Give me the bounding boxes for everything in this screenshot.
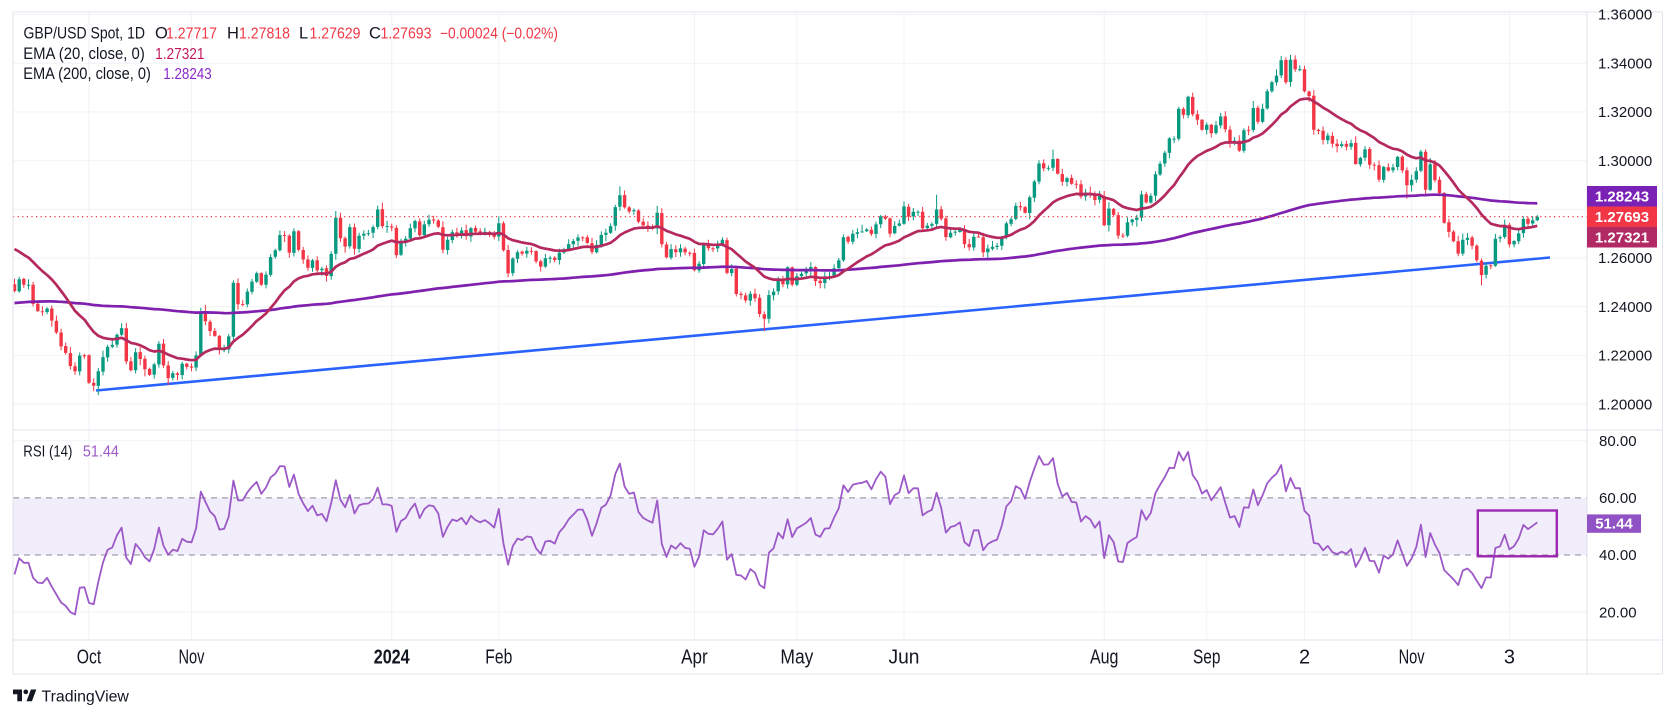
svg-text:1.24000: 1.24000 [1598,299,1652,316]
svg-text:Apr: Apr [681,647,708,669]
svg-text:1.27717: 1.27717 [166,26,217,43]
svg-text:1.27321: 1.27321 [1595,229,1649,246]
svg-text:1.26000: 1.26000 [1598,250,1652,267]
svg-text:C: C [369,25,381,43]
svg-text:GBP/USD Spot, 1D: GBP/USD Spot, 1D [24,25,146,43]
svg-text:Nov: Nov [1399,647,1425,669]
svg-text:1.30000: 1.30000 [1598,153,1652,170]
svg-text:H: H [227,25,239,43]
svg-text:1.27693: 1.27693 [381,26,432,43]
svg-text:2024: 2024 [374,647,411,669]
svg-text:1.27818: 1.27818 [239,26,290,43]
svg-text:1.20000: 1.20000 [1598,396,1652,413]
svg-text:EMA (20, close, 0): EMA (20, close, 0) [23,45,145,63]
svg-text:Sep: Sep [1193,647,1221,669]
svg-text:EMA (200, close, 0): EMA (200, close, 0) [23,65,151,83]
svg-text:60.00: 60.00 [1599,490,1637,507]
svg-text:May: May [780,647,813,669]
svg-text:L: L [299,25,308,43]
svg-text:O: O [155,25,168,43]
svg-text:1.28243: 1.28243 [1595,188,1649,205]
svg-text:Feb: Feb [485,647,512,669]
svg-text:1.36000: 1.36000 [1598,7,1652,24]
svg-text:2: 2 [1299,647,1310,669]
svg-text:−0.00024 (−0.02%): −0.00024 (−0.02%) [440,26,558,43]
svg-text:TradingView: TradingView [42,688,130,705]
svg-text:80.00: 80.00 [1599,433,1637,450]
svg-text:1.34000: 1.34000 [1598,55,1652,72]
svg-text:1.32000: 1.32000 [1598,104,1652,121]
svg-text:1.27693: 1.27693 [1595,209,1649,226]
svg-text:1.27629: 1.27629 [310,26,361,43]
svg-text:1.28243: 1.28243 [163,66,211,83]
svg-text:51.44: 51.44 [1595,515,1633,532]
svg-text:1.22000: 1.22000 [1598,348,1652,365]
svg-text:Aug: Aug [1090,647,1119,669]
svg-text:RSI (14): RSI (14) [23,444,72,461]
svg-text:40.00: 40.00 [1599,547,1637,564]
svg-text:Jun: Jun [889,647,920,669]
svg-text:Nov: Nov [179,647,205,669]
svg-text:51.44: 51.44 [83,444,119,461]
svg-text:1.27321: 1.27321 [155,46,204,63]
svg-text:3: 3 [1504,647,1515,669]
svg-text:Oct: Oct [77,647,102,669]
svg-text:20.00: 20.00 [1599,604,1637,621]
